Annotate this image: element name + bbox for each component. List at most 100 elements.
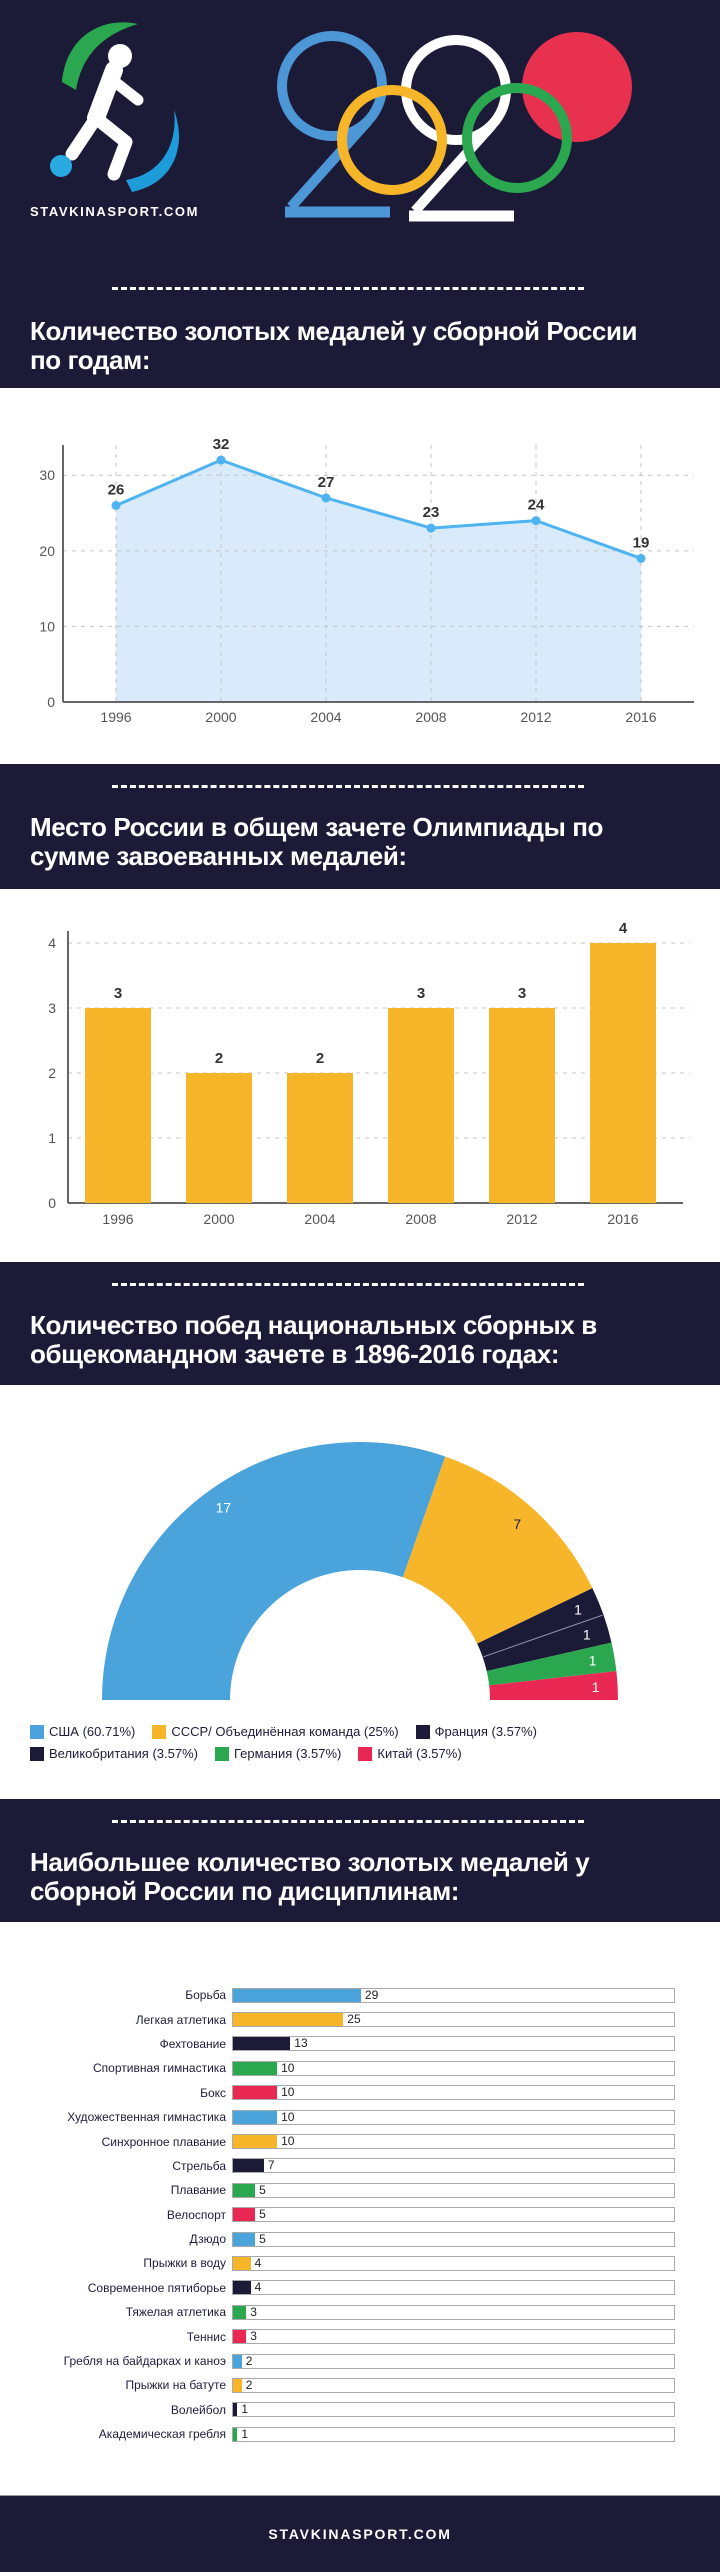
legend-item: США (60.71%) <box>30 1724 135 1739</box>
discipline-label: Дзюдо <box>189 2232 226 2247</box>
discipline-bar-fill <box>233 2110 278 2124</box>
svg-text:1: 1 <box>583 1627 591 1643</box>
svg-text:1996: 1996 <box>102 1211 133 1227</box>
discipline-bar-row: Дзюдо 5 <box>0 2227 720 2251</box>
svg-text:2000: 2000 <box>203 1211 234 1227</box>
legend-item: Китай (3.57%) <box>358 1746 462 1761</box>
legend-label: Китай (3.57%) <box>377 1746 462 1761</box>
discipline-bar-row: Прыжки на батуте 2 <box>0 2373 720 2397</box>
discipline-bar-row: Бокс 10 <box>0 2081 720 2105</box>
discipline-bar-track: 25 <box>232 2012 675 2028</box>
discipline-bar-track: 4 <box>232 2280 675 2296</box>
footer-band: STAVKINASPORT.COM <box>0 2495 720 2572</box>
discipline-bar-fill <box>233 2330 247 2344</box>
svg-text:4: 4 <box>619 920 628 937</box>
discipline-label: Тяжелая атлетика <box>125 2305 226 2320</box>
discipline-bar-value: 10 <box>281 2085 295 2100</box>
discipline-bar-track: 2 <box>232 2353 675 2369</box>
discipline-label: Теннис <box>186 2329 226 2344</box>
discipline-bar-value: 5 <box>259 2207 266 2222</box>
svg-text:2012: 2012 <box>506 1211 537 1227</box>
discipline-label: Прыжки на батуте <box>125 2378 226 2393</box>
discipline-bar-track: 29 <box>232 1987 675 2003</box>
discipline-bar-track: 10 <box>232 2134 675 2150</box>
svg-text:2004: 2004 <box>310 709 341 725</box>
discipline-bar-row: Синхронное плавание 10 <box>0 2129 720 2153</box>
svg-text:2004: 2004 <box>304 1211 335 1227</box>
discipline-bar-row: Легкая атлетика 25 <box>0 2007 720 2031</box>
svg-text:2000: 2000 <box>205 709 236 725</box>
bar-chart-place: 3 2 2 3 3 4 0 1 2 3 4 1996 2000 2004 2008 2012 2016 <box>48 920 690 1227</box>
discipline-bar-row: Современное пятиборье 4 <box>0 2276 720 2300</box>
discipline-bar-value: 1 <box>241 2402 249 2417</box>
discipline-label: Стрельба <box>172 2158 226 2173</box>
discipline-bar-track: 7 <box>232 2158 675 2174</box>
discipline-bar-fill <box>233 2232 256 2246</box>
discipline-bar-value: 7 <box>267 2158 275 2173</box>
discipline-bar-value: 25 <box>347 2012 361 2027</box>
discipline-label: Гребля на байдарках и каноэ <box>63 2354 226 2369</box>
discipline-bar-row: Плавание 5 <box>0 2178 720 2202</box>
footer-site-label: STAVKINASPORT.COM <box>268 2526 452 2542</box>
discipline-bar-track: 5 <box>232 2182 675 2198</box>
svg-text:3: 3 <box>114 985 122 1002</box>
discipline-bar-row: Стрельба 7 <box>0 2154 720 2178</box>
discipline-bar-fill <box>233 1988 361 2002</box>
svg-text:3: 3 <box>48 1000 56 1016</box>
discipline-label: Спортивная гимнастика <box>93 2061 226 2076</box>
legend-label: Великобритания (3.57%) <box>49 1746 198 1761</box>
discipline-bar-row: Фехтование 13 <box>0 2032 720 2056</box>
discipline-label: Легкая атлетика <box>135 2012 226 2027</box>
section-title-place: Место России в общем зачете Олимпиады по… <box>30 812 604 871</box>
svg-text:3: 3 <box>518 985 526 1002</box>
discipline-label: Плавание <box>170 2183 226 2198</box>
svg-text:2016: 2016 <box>607 1211 638 1227</box>
discipline-label: Современное пятиборье <box>87 2280 226 2295</box>
svg-text:2016: 2016 <box>625 709 656 725</box>
svg-text:24: 24 <box>528 497 545 514</box>
legend-label: Германия (3.57%) <box>233 1746 342 1761</box>
discipline-bar-fill <box>233 2208 256 2222</box>
svg-text:2: 2 <box>215 1050 223 1067</box>
discipline-bar-track: 1 <box>232 2426 675 2442</box>
line-chart-gold-medals: 26 32 27 23 24 19 0 10 20 30 1996 2000 2004 2008 2012 2… <box>39 436 694 725</box>
svg-text:17: 17 <box>216 1500 232 1516</box>
legend-label: СССР/ Объединённая команда (25%) <box>171 1724 399 1739</box>
discipline-bar-fill <box>233 2354 242 2368</box>
discipline-bar-row: Спортивная гимнастика 10 <box>0 2056 720 2080</box>
discipline-bar-value: 5 <box>259 2231 266 2246</box>
brand-athlete-icon <box>50 22 179 192</box>
donut-legend: США (60.71%) СССР/ Объединённая команда (… <box>30 1724 692 1761</box>
svg-text:23: 23 <box>423 504 440 521</box>
discipline-bar-value: 4 <box>254 2255 262 2270</box>
discipline-label: Фехтование <box>159 2036 226 2051</box>
discipline-bar-value: 3 <box>250 2329 257 2344</box>
discipline-bar-value: 10 <box>281 2109 295 2124</box>
discipline-bar-fill <box>233 2183 256 2197</box>
svg-text:1: 1 <box>574 1602 582 1618</box>
discipline-bar-track: 1 <box>232 2402 675 2418</box>
svg-text:0: 0 <box>47 694 55 710</box>
svg-text:7: 7 <box>513 1516 521 1532</box>
svg-text:1: 1 <box>48 1130 56 1146</box>
discipline-label: Прыжки в воду <box>143 2256 226 2271</box>
discipline-bar-value: 29 <box>364 1987 379 2002</box>
discipline-label: Художественная гимнастика <box>67 2110 226 2125</box>
discipline-bar-row: Прыжки в воду 4 <box>0 2251 720 2275</box>
discipline-bar-track: 3 <box>232 2304 675 2320</box>
discipline-bar-track: 5 <box>232 2207 675 2223</box>
discipline-bar-track: 10 <box>232 2085 675 2101</box>
legend-label: Франция (3.57%) <box>434 1724 538 1739</box>
legend-item: Германия (3.57%) <box>214 1746 342 1761</box>
discipline-bar-value: 10 <box>281 2060 295 2075</box>
svg-text:2008: 2008 <box>415 709 446 725</box>
svg-text:2: 2 <box>48 1065 56 1081</box>
discipline-bar-fill <box>233 2159 264 2173</box>
discipline-bar-row: Гребля на байдарках и каноэ 2 <box>0 2349 720 2373</box>
legend-swatch-icon <box>415 1724 430 1739</box>
section-title-disciplines: Наибольшее количество золотых медалей у … <box>30 1847 590 1906</box>
svg-text:3: 3 <box>417 985 425 1002</box>
site-label: STAVKINASPORT.COM <box>30 204 200 219</box>
discipline-bar-row: Теннис 3 <box>0 2324 720 2348</box>
